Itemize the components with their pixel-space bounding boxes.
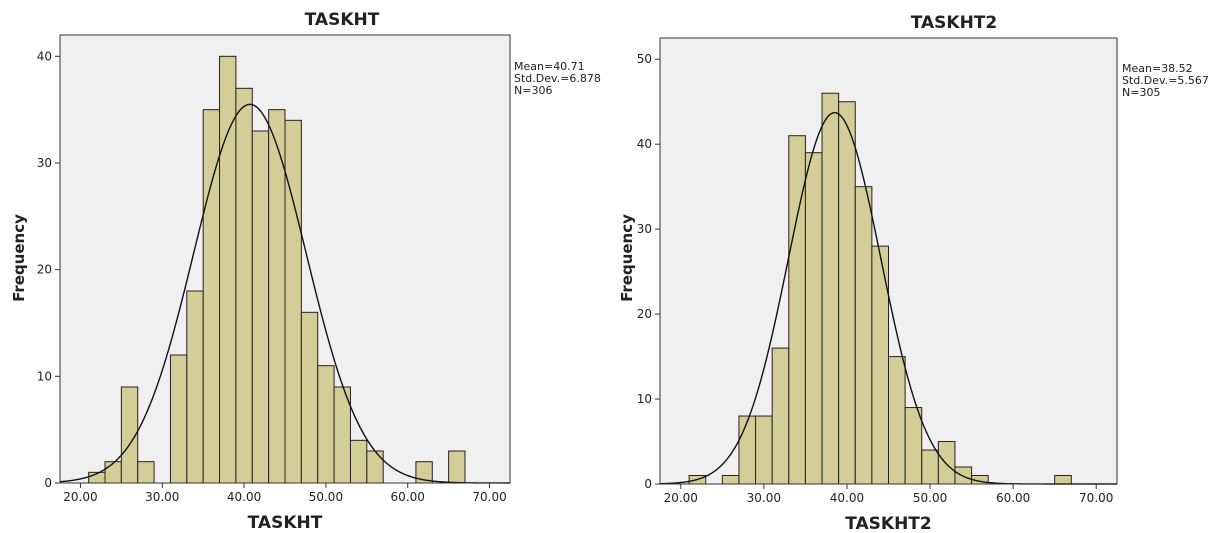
histogram-bar — [235, 87, 253, 484]
x-tick-label: 30.00 — [145, 490, 179, 504]
histogram-bar — [300, 311, 319, 484]
y-tick-label: 40 — [37, 49, 52, 63]
histogram-bar — [186, 290, 204, 484]
x-tick-label: 50.00 — [309, 490, 343, 504]
y-tick-label: 10 — [37, 369, 52, 383]
y-tick-label: 40 — [637, 137, 652, 151]
y-tick-label: 20 — [37, 263, 52, 277]
histogram-bar — [268, 109, 286, 484]
y-axis-label: Frequency — [10, 214, 28, 302]
x-tick-label: 60.00 — [391, 490, 425, 504]
x-tick-label: 20.00 — [664, 491, 698, 505]
y-tick-label: 0 — [644, 477, 652, 491]
chart-2: 0 10 20 30 40 50 20.00 30.00 40.00 50.00 60.00 70.0… — [618, 13, 1209, 533]
histogram-bar — [904, 407, 923, 485]
stats-label: N=306 — [514, 84, 552, 97]
stats-label: Std.Dev.=6.878 — [514, 72, 601, 85]
x-tick-label: 70.00 — [1079, 491, 1113, 505]
x-tick-label: 40.00 — [227, 490, 261, 504]
histogram-bar — [169, 354, 188, 484]
histogram-bar — [284, 119, 302, 484]
x-axis-label: TASKHT — [248, 513, 323, 533]
y-tick-label: 30 — [637, 222, 652, 236]
y-tick-label: 20 — [637, 307, 652, 321]
plot-frame — [659, 37, 1118, 485]
histogram-bar — [838, 101, 856, 485]
histogram-bar — [755, 415, 773, 485]
histogram-bar — [104, 461, 122, 484]
normal-curve — [59, 103, 510, 484]
histogram-bar — [888, 356, 906, 485]
x-tick-label: 30.00 — [747, 491, 781, 505]
y-tick-label: 30 — [37, 156, 52, 170]
stats-label: N=305 — [1122, 86, 1160, 99]
histogram-bar — [317, 365, 335, 484]
chart-title: TASKHT2 — [911, 13, 998, 33]
x-tick-label: 60.00 — [996, 491, 1030, 505]
x-tick-label: 20.00 — [63, 490, 97, 504]
histogram-bar — [804, 152, 823, 485]
histogram-bar — [349, 439, 368, 484]
histogram-bar — [921, 449, 939, 485]
histogram-bar — [251, 130, 270, 484]
histogram-bar — [738, 415, 757, 485]
x-tick-label: 50.00 — [913, 491, 947, 505]
stats-label: Mean=38.52 — [1122, 62, 1193, 75]
histogram-bar — [137, 461, 155, 484]
y-tick-label: 10 — [637, 392, 652, 406]
histogram-bar — [821, 92, 840, 485]
chart-title: TASKHT — [305, 10, 380, 30]
y-tick-label: 0 — [44, 476, 52, 490]
plot-frame — [59, 34, 511, 484]
histogram-bar — [448, 450, 466, 484]
stats-label: Std.Dev.=5.567 — [1122, 74, 1209, 87]
chart-1: 0 10 20 30 40 20.00 30.00 40.00 50.00 60.00 70.00 T… — [10, 10, 601, 533]
histogram-bar — [771, 347, 790, 485]
y-axis-label: Frequency — [618, 214, 636, 302]
histogram-bar — [1054, 475, 1072, 485]
stats-label: Mean=40.71 — [514, 60, 585, 73]
histogram-bar — [721, 475, 740, 485]
x-tick-label: 70.00 — [472, 490, 506, 504]
y-tick-label: 50 — [637, 52, 652, 66]
histogram-bar — [366, 450, 384, 484]
histogram-bar — [854, 186, 873, 485]
x-axis-label: TASKHT2 — [845, 514, 932, 533]
histogram-bar — [937, 441, 956, 485]
x-tick-label: 40.00 — [830, 491, 864, 505]
